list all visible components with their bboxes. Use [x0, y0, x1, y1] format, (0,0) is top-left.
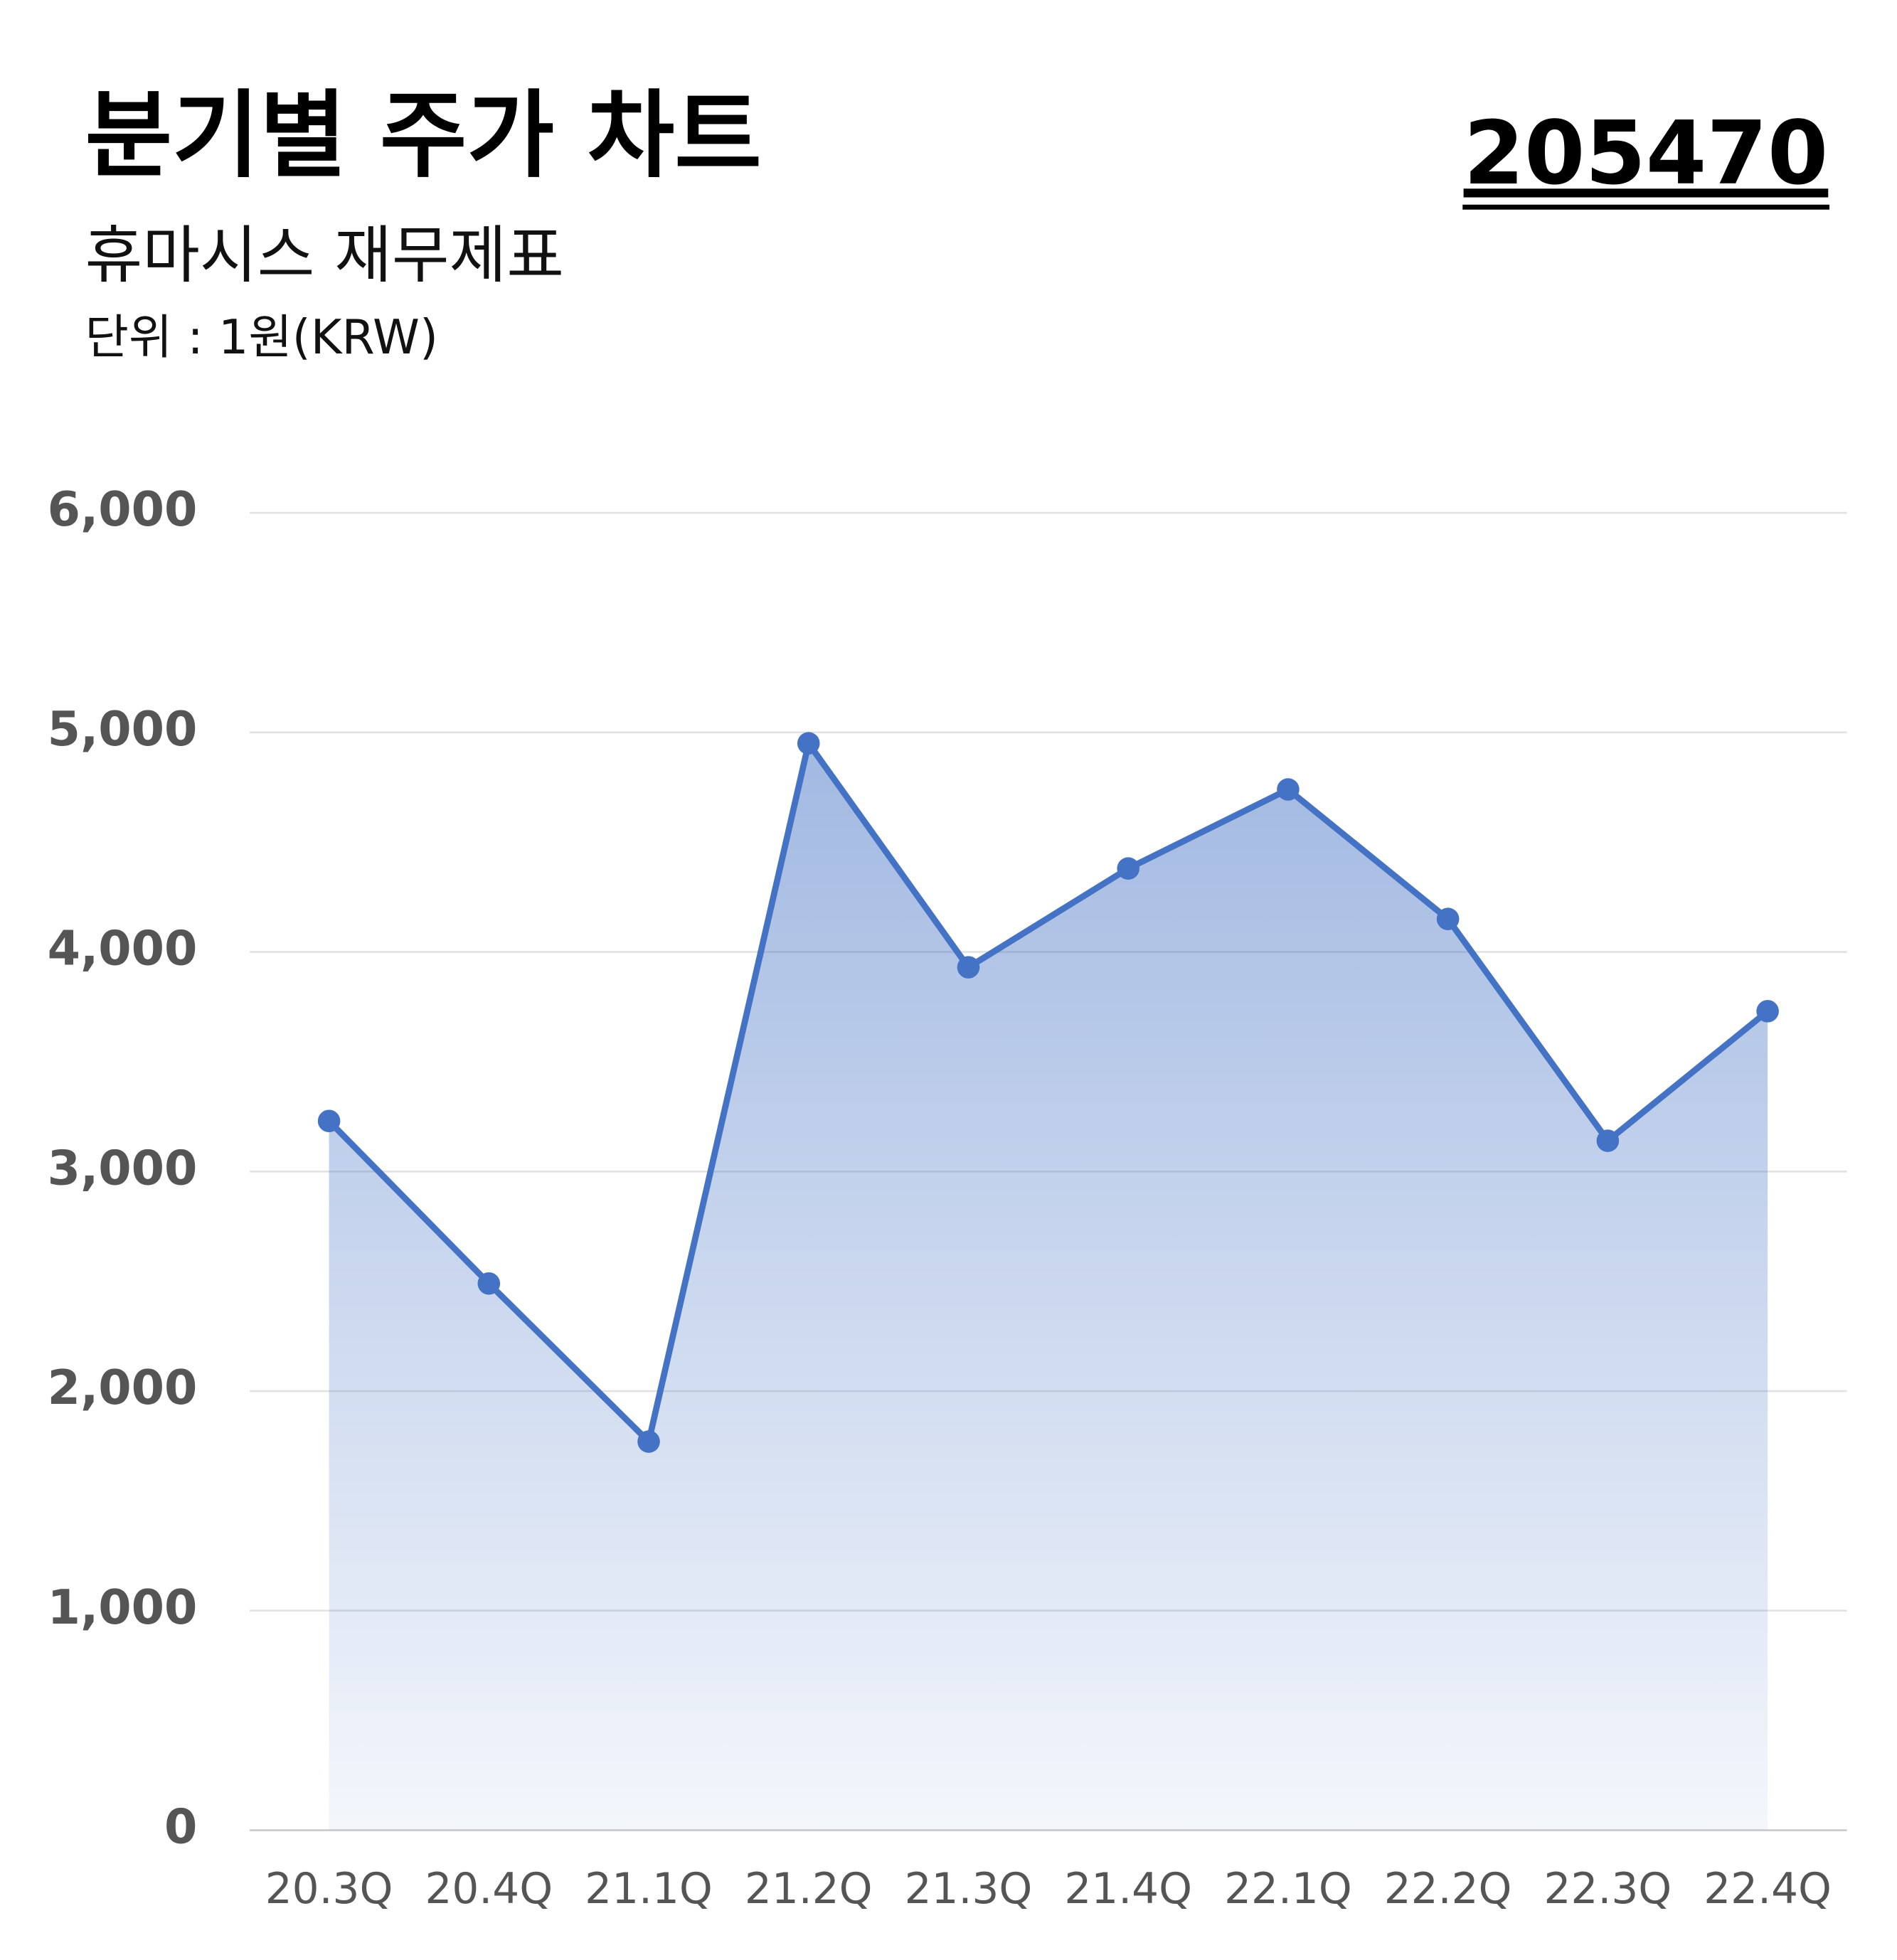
x-tick-label: 21.2Q [745, 1865, 873, 1914]
x-tick-label: 21.4Q [1064, 1865, 1192, 1914]
x-tick-label: 22.3Q [1544, 1865, 1672, 1914]
x-tick-label: 20.4Q [425, 1865, 553, 1914]
area-fill [329, 743, 1768, 1831]
chart-title: 분기별 주가 차트 [85, 81, 762, 191]
unit-note: 단위 : 1원(KRW) [85, 309, 438, 365]
data-point [1436, 907, 1460, 931]
y-tick-label: 1,000 [48, 1580, 198, 1635]
data-point [1756, 1000, 1779, 1023]
y-tick-label: 5,000 [48, 701, 198, 757]
data-point [1117, 857, 1139, 880]
y-tick-label: 3,000 [48, 1140, 198, 1195]
data-point [1277, 778, 1300, 801]
data-point [317, 1109, 341, 1133]
data-point [957, 956, 980, 979]
chart-subtitle: 휴마시스 재무제표 [85, 219, 564, 292]
x-tick-label: 20.3Q [265, 1865, 393, 1914]
x-tick-label: 22.2Q [1384, 1865, 1512, 1914]
data-point [477, 1272, 501, 1295]
x-tick-label: 21.1Q [585, 1865, 713, 1914]
data-line [326, 740, 1770, 1445]
x-tick-label: 22.1Q [1224, 1865, 1352, 1914]
data-point [1596, 1129, 1620, 1152]
data-point [637, 1430, 660, 1453]
y-tick-label: 6,000 [48, 481, 198, 537]
x-tick-label: 22.4Q [1704, 1865, 1832, 1914]
data-point [797, 732, 820, 755]
stock-code: 205470 [1464, 102, 1829, 204]
y-tick-label: 2,000 [48, 1360, 198, 1415]
y-tick-label: 0 [164, 1799, 197, 1855]
y-tick-label: 4,000 [48, 921, 198, 976]
x-tick-label: 21.3Q [905, 1865, 1033, 1914]
